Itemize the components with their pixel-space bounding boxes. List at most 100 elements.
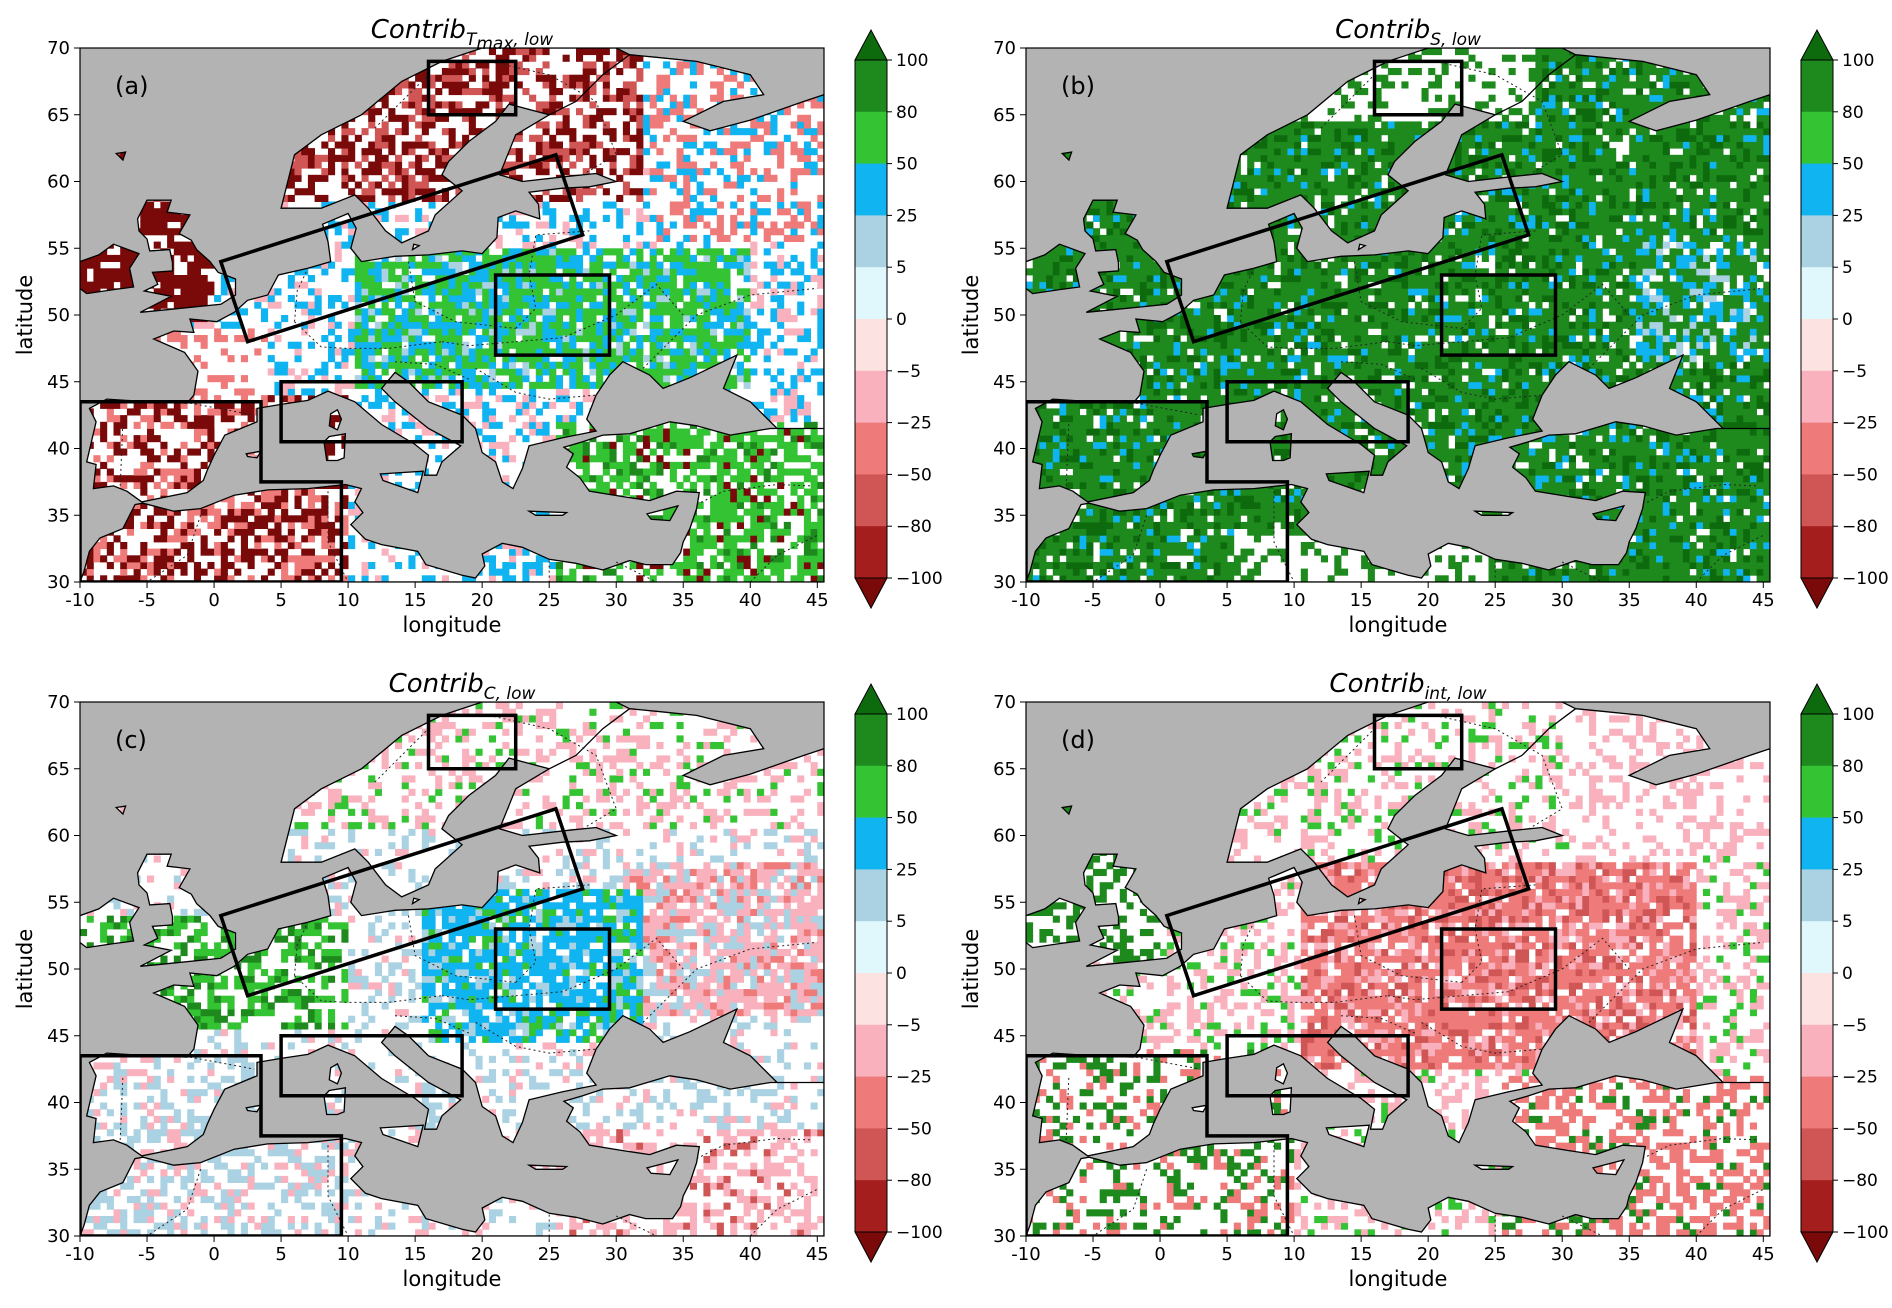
colorbar-segment [855, 1128, 887, 1181]
x-tick-label: 0 [1154, 1244, 1165, 1265]
x-tick-label: 20 [1417, 1244, 1440, 1265]
y-tick-label: 35 [993, 505, 1016, 526]
y-tick-label: 65 [993, 759, 1016, 780]
colorbar-segment [1801, 319, 1833, 372]
colorbar-label: −50 [1842, 465, 1878, 485]
colorbar-label: 80 [1842, 103, 1864, 123]
colorbar-label: −50 [896, 1119, 932, 1139]
map-a: -10 -5 0 5 10 15 20 25 30 35 40 4530354045505560657… [13, 15, 943, 637]
y-tick-label: 55 [993, 238, 1016, 259]
colorbar-label: −80 [1842, 1171, 1878, 1191]
x-tick-label: 40 [739, 1244, 762, 1265]
colorbar-segment [1801, 765, 1833, 818]
x-tick-label: 10 [1283, 590, 1306, 611]
region-box [1439, 273, 1558, 357]
y-tick-label: 45 [993, 1026, 1016, 1047]
x-tick-label: 30 [1551, 590, 1574, 611]
region-box [279, 380, 464, 444]
colorbar-label: −100 [896, 569, 943, 589]
colorbar-label: −25 [896, 1068, 932, 1088]
colorbar-segment [1801, 422, 1833, 475]
x-tick-label: 15 [404, 1244, 427, 1265]
x-tick-label: 45 [1752, 590, 1775, 611]
colorbar-under-arrow [1800, 1231, 1834, 1264]
x-tick-label: 15 [404, 590, 427, 611]
colorbar-label: 100 [1842, 705, 1874, 725]
colorbar-segment [855, 1076, 887, 1129]
colorbar-segment [855, 267, 887, 320]
colorbar-segment [1801, 1128, 1833, 1181]
colorbar-label: 5 [1842, 258, 1853, 278]
colorbar-segment [1801, 1076, 1833, 1129]
x-tick-label: -5 [1084, 1244, 1102, 1265]
colorbar-segment [855, 973, 887, 1026]
x-tick-label: 30 [1551, 1244, 1574, 1265]
colorbar-segment [1801, 921, 1833, 974]
panel-a: -10 -5 0 5 10 15 20 25 30 35 40 45 30 35 40 45 50 55 60 65 7… [0, 0, 946, 654]
colorbar-segment [1801, 817, 1833, 870]
y-tick-label: 50 [993, 305, 1016, 326]
y-tick-label: 50 [993, 959, 1016, 980]
x-tick-label: 0 [208, 590, 219, 611]
colorbar-label: 25 [896, 860, 918, 880]
colorbar-under-arrow [854, 577, 888, 610]
y-axis-title: latitude [13, 929, 37, 1010]
panel-letter: (b) [1061, 72, 1095, 100]
x-tick-label: 35 [672, 590, 695, 611]
x-tick-label: 20 [471, 1244, 494, 1265]
y-tick-label: 35 [993, 1159, 1016, 1180]
colorbar-segment [1801, 163, 1833, 216]
x-tick-label: 5 [1221, 1244, 1232, 1265]
colorbar-under-arrow [1800, 577, 1834, 610]
y-tick-label: 30 [47, 572, 70, 593]
colorbar-segment [855, 1180, 887, 1233]
x-tick-label: 30 [605, 590, 628, 611]
x-axis-title: longitude [403, 613, 502, 637]
colorbar-segment [855, 422, 887, 475]
x-tick-label: 20 [471, 590, 494, 611]
x-tick-label: 5 [1221, 590, 1232, 611]
colorbar-label: 100 [896, 51, 928, 71]
colorbar-segment [855, 215, 887, 268]
colorbar-over-arrow [854, 682, 888, 715]
y-tick-label: 70 [47, 692, 70, 713]
x-tick-label: 45 [1752, 1244, 1775, 1265]
y-tick-label: 65 [47, 105, 70, 126]
x-tick-label: -10 [1011, 1244, 1040, 1265]
y-axis-title: latitude [959, 275, 983, 356]
y-tick-label: 55 [47, 238, 70, 259]
x-tick-label: 45 [806, 1244, 829, 1265]
colorbar-label: −100 [896, 1223, 943, 1243]
colorbar-label: 5 [1842, 912, 1853, 932]
x-tick-label: 25 [1484, 590, 1507, 611]
colorbar-segment [855, 1024, 887, 1077]
colorbar-over-arrow [1800, 682, 1834, 715]
x-tick-label: 40 [1685, 1244, 1708, 1265]
colorbar-label: 0 [1842, 964, 1853, 984]
region-box [1026, 400, 1290, 582]
colorbar-segment [855, 765, 887, 818]
region-box [1164, 152, 1531, 344]
region-box [493, 927, 612, 1011]
x-tick-label: 5 [275, 590, 286, 611]
y-tick-label: 55 [993, 892, 1016, 913]
y-tick-label: 65 [993, 105, 1016, 126]
colorbar-label: −25 [896, 414, 932, 434]
y-tick-label: 35 [47, 505, 70, 526]
x-tick-label: 0 [208, 1244, 219, 1265]
x-axis-title: longitude [1349, 613, 1448, 637]
colorbar-label: 25 [1842, 206, 1864, 226]
colorbar-label: −50 [896, 465, 932, 485]
colorbar-segment [855, 111, 887, 164]
y-tick-label: 45 [47, 372, 70, 393]
y-tick-label: 60 [47, 826, 70, 847]
region-box [1372, 713, 1464, 771]
panel-letter: (a) [115, 72, 148, 100]
colorbar-segment [855, 921, 887, 974]
x-axis-title: longitude [1349, 1267, 1448, 1291]
x-tick-label: -10 [65, 1244, 94, 1265]
panel-title: ContribS, low [1335, 15, 1481, 50]
coastline [80, 48, 824, 582]
map-c: -10 -5 0 5 10 15 20 25 30 35 40 4530354045505560657… [13, 669, 943, 1291]
